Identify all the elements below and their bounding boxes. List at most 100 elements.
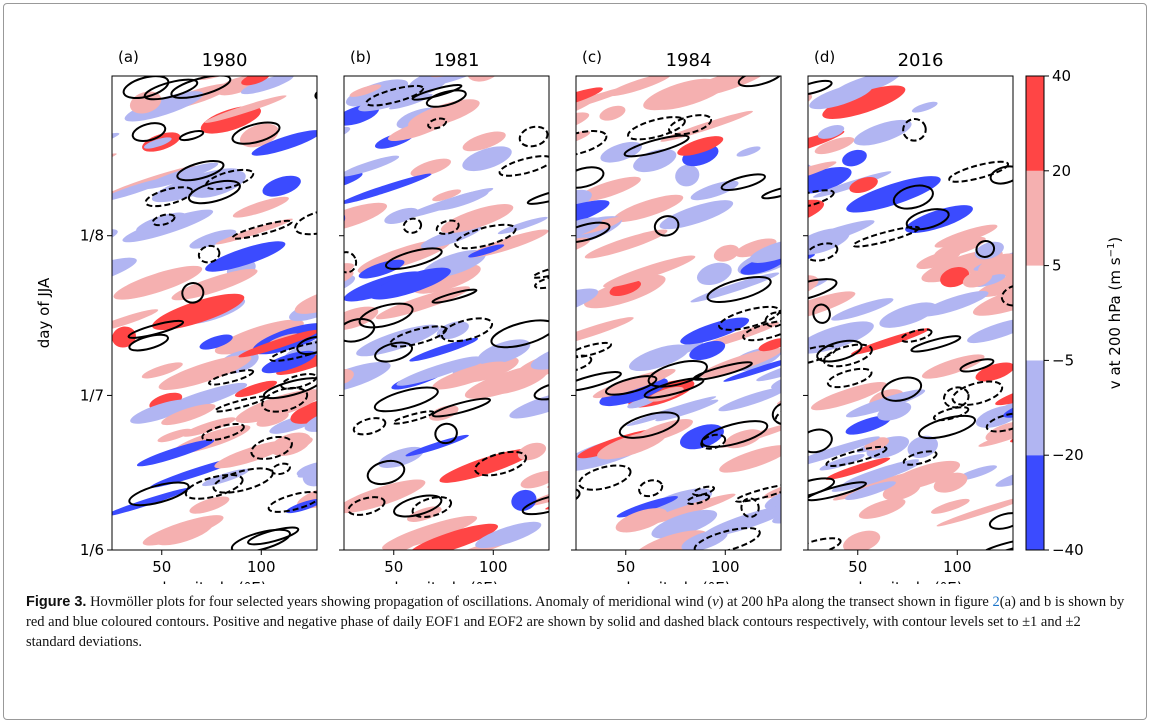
- field-patch: [113, 265, 203, 300]
- field-patch: [808, 321, 874, 354]
- field-patch: [112, 257, 137, 291]
- contour: [498, 155, 549, 177]
- field-patch: [241, 76, 270, 86]
- colorbar-tick-label: 5: [1052, 257, 1062, 275]
- field-patch: [204, 95, 287, 123]
- field-patch: [232, 196, 289, 218]
- field-patch: [808, 291, 856, 323]
- field-patch: [985, 421, 1013, 442]
- caption-link[interactable]: 2: [992, 594, 1000, 610]
- field-patch: [157, 428, 192, 443]
- field-patch: [356, 324, 440, 357]
- contour: [170, 76, 232, 99]
- contour: [435, 219, 460, 235]
- contour: [374, 341, 414, 363]
- field-patch: [112, 326, 136, 348]
- field-patch: [749, 238, 781, 263]
- field-patch: [576, 317, 634, 347]
- contour: [392, 410, 435, 425]
- field-patch: [344, 369, 354, 385]
- contour: [975, 240, 996, 258]
- field-patch: [344, 171, 363, 192]
- contour: [187, 179, 241, 205]
- field-patch: [408, 523, 498, 550]
- field-patch: [342, 397, 383, 419]
- field-patch: [358, 79, 446, 112]
- contour: [576, 166, 605, 189]
- field-patch: [626, 396, 717, 427]
- field-patch: [200, 105, 262, 134]
- field-patch: [842, 149, 867, 167]
- contour: [365, 84, 425, 107]
- caption-text: v: [712, 594, 719, 610]
- field-patch: [410, 158, 452, 177]
- field-patch: [497, 216, 548, 235]
- field-patch: [920, 290, 989, 317]
- field-patch: [696, 262, 732, 286]
- contour: [197, 244, 221, 264]
- field-patch: [808, 166, 852, 194]
- contour: [902, 450, 938, 466]
- field-patch: [189, 229, 237, 249]
- field-patch: [234, 380, 278, 398]
- colorbar-tick-label: 20: [1052, 162, 1071, 180]
- contour: [808, 344, 838, 367]
- field-patch: [680, 317, 750, 345]
- contour: [932, 406, 970, 422]
- field-patch: [136, 439, 215, 467]
- field-patch: [576, 176, 641, 202]
- field-patch: [962, 270, 993, 288]
- field-patch: [516, 346, 549, 378]
- field-patch: [382, 515, 478, 550]
- field-patch: [71, 302, 103, 321]
- field-patch: [718, 387, 781, 412]
- field-patch: [808, 228, 850, 255]
- contour: [706, 276, 772, 304]
- contour: [740, 497, 760, 518]
- contour: [692, 361, 753, 381]
- field-patch: [933, 472, 968, 493]
- panel-label: (b): [350, 48, 371, 66]
- contour: [280, 373, 317, 390]
- axes-frame: [807, 75, 1014, 551]
- field-patch: [809, 82, 873, 110]
- field-patch: [151, 168, 240, 203]
- colorbar-tick-label: −5: [1052, 351, 1074, 369]
- x-tick-label: 100: [479, 558, 508, 576]
- field-patch: [519, 289, 576, 317]
- contour: [668, 114, 713, 136]
- field-patch: [349, 84, 382, 97]
- contour: [178, 129, 205, 142]
- field-patch: [369, 267, 451, 300]
- field-patch: [713, 244, 740, 262]
- colorbar-label: v at 200 hPa (m s−1): [1106, 237, 1124, 389]
- contour: [823, 343, 873, 368]
- field-patch: [576, 131, 591, 148]
- contour: [204, 168, 255, 191]
- field-patch: [520, 470, 549, 489]
- field-patch: [974, 241, 1004, 260]
- field-patch: [199, 334, 233, 350]
- field-patch: [436, 321, 469, 340]
- contour: [576, 487, 581, 504]
- field-patch: [831, 298, 894, 321]
- field-patch: [845, 481, 896, 500]
- contour: [638, 479, 664, 498]
- panel-label: (d): [814, 48, 835, 66]
- panel-title: 1981: [434, 50, 480, 71]
- contour: [808, 242, 839, 262]
- figure-frame: (a) 1980 50 100 longitude (°E) 1/6 1/7 1/8 (b) 19…: [3, 3, 1147, 720]
- field-patch: [609, 280, 642, 297]
- x-axis-label: longitude (°E): [858, 579, 962, 584]
- caption-lead: Figure 3.: [26, 594, 87, 610]
- colorbar-segment: [1026, 76, 1044, 171]
- contour: [127, 319, 185, 339]
- field-patch: [129, 91, 162, 114]
- contour: [852, 225, 920, 248]
- field-patch: [702, 505, 781, 538]
- field-patch: [634, 530, 708, 550]
- contour: [532, 264, 549, 279]
- contour: [144, 186, 194, 208]
- field-patch: [432, 189, 462, 202]
- contour: [212, 467, 274, 494]
